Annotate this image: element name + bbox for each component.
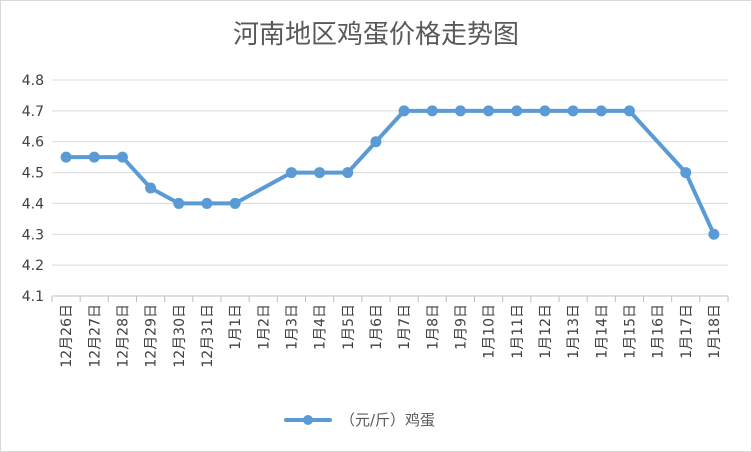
x-tick-label: 12月28日: [115, 304, 131, 368]
x-tick-label: 1月5日: [341, 304, 357, 350]
data-point: [229, 197, 241, 209]
data-point: [567, 105, 579, 117]
data-point: [370, 136, 382, 148]
data-point: [708, 228, 720, 240]
x-tick-label: 1月13日: [566, 304, 582, 359]
x-tick-label: 1月17日: [679, 304, 695, 359]
x-tick-label: 1月15日: [622, 304, 638, 359]
x-tick-label: 12月27日: [87, 304, 103, 368]
x-tick-label: 1月9日: [453, 304, 469, 350]
x-tick-label: 1月16日: [651, 304, 667, 359]
y-tick-label: 4.4: [22, 196, 44, 212]
y-tick-label: 4.3: [22, 227, 44, 243]
series-lines: [64, 108, 716, 237]
data-point: [285, 167, 297, 179]
data-point: [454, 105, 466, 117]
y-tick-label: 4.7: [22, 104, 44, 120]
data-point: [483, 105, 495, 117]
x-tick-label: 1月6日: [369, 304, 385, 350]
data-point: [623, 105, 635, 117]
data-point: [60, 151, 72, 163]
y-tick-label: 4.6: [22, 135, 44, 151]
x-tick-label: 1月12日: [538, 304, 554, 359]
x-tick-label: 1月18日: [707, 304, 723, 359]
x-tick-label: 1月14日: [594, 304, 610, 359]
x-tick-label: 1月3日: [284, 304, 300, 350]
y-axis-ticks: 4.1 4.2 4.3 4.4 4.5 4.6 4.7 4.8: [22, 73, 44, 305]
data-point: [145, 182, 157, 194]
data-point: [342, 167, 354, 179]
data-point: [201, 197, 213, 209]
data-point: [314, 167, 326, 179]
x-tick-label: 1月7日: [397, 304, 413, 350]
x-tick-label: 1月2日: [256, 304, 272, 350]
series-points: [60, 105, 720, 240]
x-tick-label: 1月10日: [482, 304, 498, 359]
x-tick-label: 12月31日: [200, 304, 216, 368]
x-tick-label: 1月1日: [228, 304, 244, 350]
x-tick-label: 12月30日: [172, 304, 188, 368]
data-point: [680, 167, 692, 179]
legend-marker-swatch: [303, 415, 313, 425]
data-point: [595, 105, 607, 117]
x-tick-label: 12月26日: [59, 304, 75, 368]
data-point: [116, 151, 128, 163]
chart-title: 河南地区鸡蛋价格走势图: [233, 20, 519, 50]
x-tick-label: 1月11日: [510, 304, 526, 359]
legend: （元/斤）鸡蛋: [284, 411, 435, 429]
y-tick-label: 4.8: [22, 73, 44, 89]
data-point: [426, 105, 438, 117]
data-point: [511, 105, 523, 117]
y-tick-label: 4.1: [22, 289, 44, 305]
series-line: [64, 108, 716, 237]
y-tick-label: 4.2: [22, 258, 44, 274]
legend-label: （元/斤）鸡蛋: [340, 411, 435, 429]
x-axis: 12月26日 12月27日 12月28日 12月29日 12月30日 12月31日 1月1日…: [51, 295, 729, 368]
x-tick-label: 12月29日: [144, 304, 160, 368]
data-point: [88, 151, 100, 163]
x-tick-label: 1月8日: [425, 304, 441, 350]
y-tick-label: 4.5: [22, 166, 44, 182]
data-point: [539, 105, 551, 117]
data-point: [173, 197, 185, 209]
data-point: [398, 105, 410, 117]
x-tick-label: 1月4日: [313, 304, 329, 350]
